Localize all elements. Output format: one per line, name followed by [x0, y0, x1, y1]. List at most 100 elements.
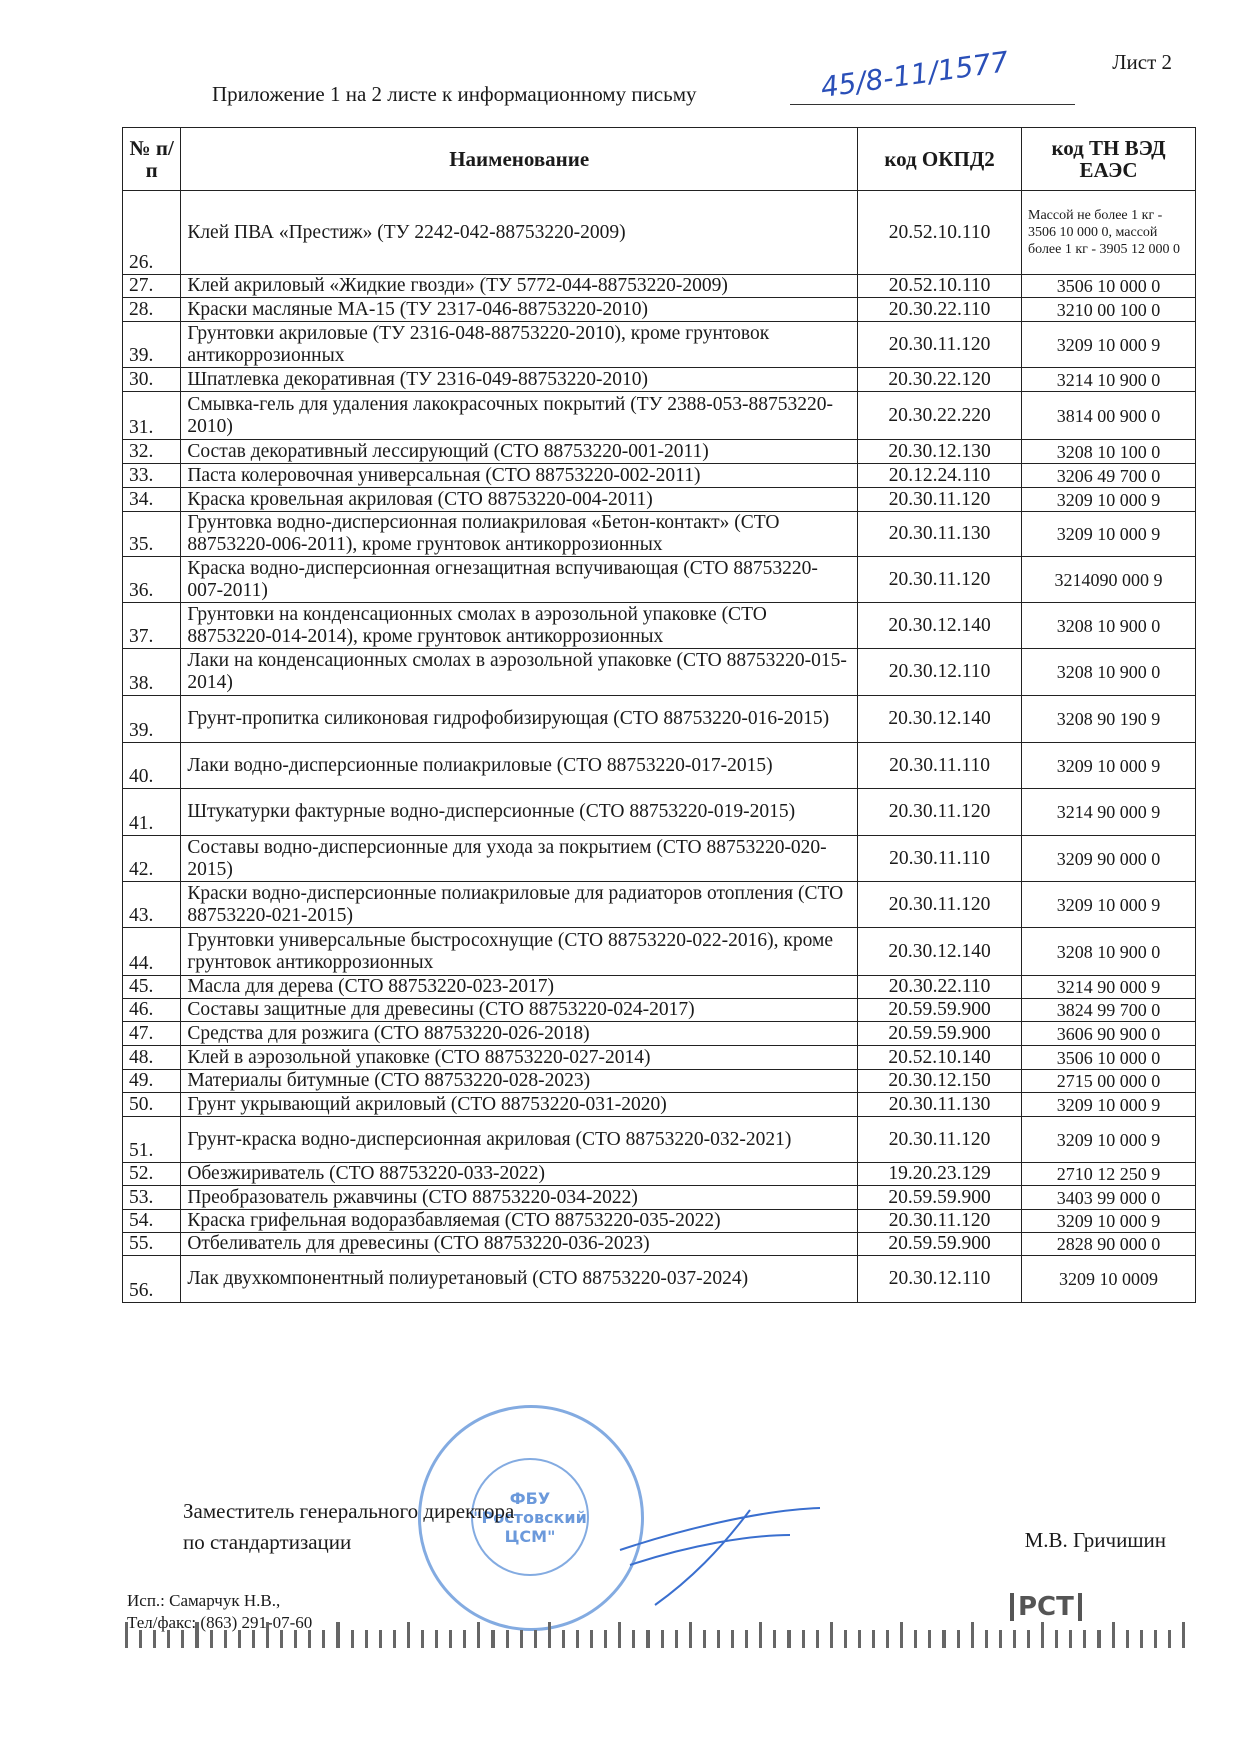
executor-name: Исп.: Самарчук Н.В., — [127, 1591, 281, 1610]
table-row: 32. Состав декоративный лессирующий (СТО … — [121, 439, 1196, 464]
bar-mark — [519, 1630, 523, 1648]
table-row: 42. Составы водно-дисперсионные для ухода… — [121, 835, 1196, 882]
okpd2-code: 20.30.11.120 — [857, 1209, 1022, 1233]
row-number: 53. — [121, 1185, 182, 1210]
product-name: Краски масляные МА-15 (ТУ 2317-046-88753… — [180, 297, 859, 322]
table-row: 50. Грунт укрывающий акриловый (СТО 88753… — [121, 1092, 1196, 1117]
product-name: Грунт-пропитка силиконовая гидрофобизиру… — [180, 695, 859, 743]
tnved-code: 3506 10 000 0 — [1021, 1045, 1196, 1070]
okpd2-code: 20.30.11.110 — [857, 742, 1022, 789]
tnved-code: 3403 99 000 0 — [1021, 1185, 1196, 1210]
bar-mark — [491, 1630, 495, 1648]
okpd2-code: 20.30.11.130 — [857, 511, 1022, 557]
bar-mark — [195, 1622, 199, 1648]
row-number: 49. — [121, 1069, 182, 1093]
table-row: 43. Краски водно-дисперсионные полиакрило… — [121, 881, 1196, 928]
okpd2-code: 20.30.22.110 — [857, 975, 1022, 999]
okpd2-code: 20.30.22.120 — [857, 367, 1022, 392]
bar-mark — [815, 1630, 819, 1648]
row-number: 51. — [121, 1116, 182, 1163]
okpd2-code: 20.30.22.110 — [857, 297, 1022, 322]
row-number: 30. — [121, 367, 182, 392]
bar-mark — [350, 1630, 354, 1648]
bar-mark — [716, 1630, 721, 1648]
reference-underline — [790, 104, 1075, 105]
okpd2-code: 20.12.24.110 — [857, 463, 1022, 488]
bar-mark — [660, 1630, 664, 1648]
bar-mark — [956, 1630, 960, 1648]
product-name: Грунтовки универсальные быстросохнущие (… — [180, 927, 859, 976]
product-name: Составы водно-дисперсионные для ухода за… — [180, 835, 859, 882]
okpd2-code: 19.20.23.129 — [857, 1162, 1022, 1186]
tnved-code: 2710 12 250 9 — [1021, 1162, 1196, 1186]
bar-mark — [251, 1630, 255, 1648]
bar-mark — [125, 1622, 129, 1648]
table-row: 45. Масла для дерева (СТО 88753220-023-20… — [121, 975, 1196, 999]
bar-mark — [632, 1630, 636, 1648]
bar-mark — [561, 1630, 565, 1648]
tnved-code: 2828 90 000 0 — [1021, 1232, 1196, 1256]
bar-mark — [505, 1630, 509, 1648]
product-name: Клей ПВА «Престиж» (ТУ 2242-042-88753220… — [180, 190, 859, 275]
bar-mark — [886, 1630, 890, 1648]
bar-mark — [1182, 1622, 1186, 1648]
row-number: 45. — [121, 975, 182, 999]
product-name: Отбеливатель для древесины (СТО 88753220… — [180, 1232, 859, 1256]
bar-mark — [308, 1630, 312, 1648]
table-row: 36. Краска водно-дисперсионная огнезащитн… — [121, 556, 1196, 603]
row-number: 50. — [121, 1092, 182, 1117]
products-table: № п/п Наименование код ОКПД2 код ТН ВЭД … — [121, 127, 1196, 1303]
bar-mark — [843, 1630, 847, 1648]
bar-mark — [745, 1630, 749, 1648]
bar-mark — [731, 1630, 735, 1648]
table-row: 39. Грунтовки акриловые (ТУ 2316-048-8875… — [121, 321, 1196, 368]
product-name: Обезжириватель (СТО 88753220-033-2022) — [180, 1162, 859, 1186]
bar-mark — [618, 1622, 622, 1648]
product-name: Грунтовки акриловые (ТУ 2316-048-8875322… — [180, 321, 859, 368]
bar-mark — [928, 1630, 932, 1648]
product-name: Преобразователь ржавчины (СТО 88753220-0… — [180, 1185, 859, 1210]
table-row: 35. Грунтовка водно-дисперсионная полиакр… — [121, 511, 1196, 557]
bar-mark — [1069, 1630, 1073, 1648]
bar-mark — [590, 1630, 594, 1648]
row-number: 43. — [121, 881, 182, 928]
product-name: Шпатлевка декоративная (ТУ 2316-049-8875… — [180, 367, 859, 392]
tnved-code: 3209 10 000 9 — [1021, 1116, 1196, 1163]
tnved-code: 3209 10 000 9 — [1021, 487, 1196, 512]
table-row: 46. Составы защитные для древесины (СТО 8… — [121, 998, 1196, 1022]
product-name: Паста колеровочная универсальная (СТО 88… — [180, 463, 859, 488]
row-number: 31. — [121, 391, 182, 440]
product-name: Краска кровельная акриловая (СТО 8875322… — [180, 487, 859, 512]
bar-mark — [1139, 1630, 1143, 1648]
row-number: 39. — [121, 695, 182, 743]
tnved-code: 3209 10 0009 — [1021, 1255, 1196, 1303]
header-name: Наименование — [180, 127, 859, 191]
bar-mark — [998, 1630, 1002, 1648]
tnved-code: Массой не более 1 кг - 3506 10 000 0, ма… — [1021, 190, 1196, 275]
bar-mark — [153, 1630, 157, 1648]
tnved-code: 3208 10 900 0 — [1021, 648, 1196, 696]
bar-mark — [420, 1630, 425, 1648]
bar-mark — [1125, 1630, 1129, 1648]
tnved-code: 3209 10 000 9 — [1021, 881, 1196, 928]
official-stamp: ФБУ "Ростовский ЦСМ" — [418, 1405, 644, 1631]
tnved-code: 3214 10 900 0 — [1021, 367, 1196, 392]
table-row: 48. Клей в аэрозольной упаковке (СТО 8875… — [121, 1045, 1196, 1070]
table-row: 28. Краски масляные МА-15 (ТУ 2317-046-88… — [121, 297, 1196, 322]
table-row: 53. Преобразователь ржавчины (СТО 8875322… — [121, 1185, 1196, 1210]
table-row: 38. Лаки на конденсационных смолах в аэро… — [121, 648, 1196, 696]
bar-mark — [406, 1622, 410, 1648]
handwritten-letter-reference: 45/8-11/1577 — [818, 44, 1011, 105]
bar-mark — [533, 1630, 537, 1648]
decorative-bar-strip — [125, 1618, 1186, 1648]
table-row: 56. Лак двухкомпонентный полиуретановый (… — [121, 1255, 1196, 1303]
table-row: 49. Материалы битумные (СТО 88753220-028-… — [121, 1069, 1196, 1093]
table-header-row: № п/п Наименование код ОКПД2 код ТН ВЭД … — [121, 127, 1196, 191]
okpd2-code: 20.30.11.120 — [857, 487, 1022, 512]
okpd2-code: 20.30.11.110 — [857, 835, 1022, 882]
bar-mark — [181, 1630, 185, 1648]
product-name: Состав декоративный лессирующий (СТО 887… — [180, 439, 859, 464]
bar-mark — [280, 1630, 284, 1648]
okpd2-code: 20.52.10.140 — [857, 1045, 1022, 1070]
row-number: 26. — [121, 190, 182, 275]
